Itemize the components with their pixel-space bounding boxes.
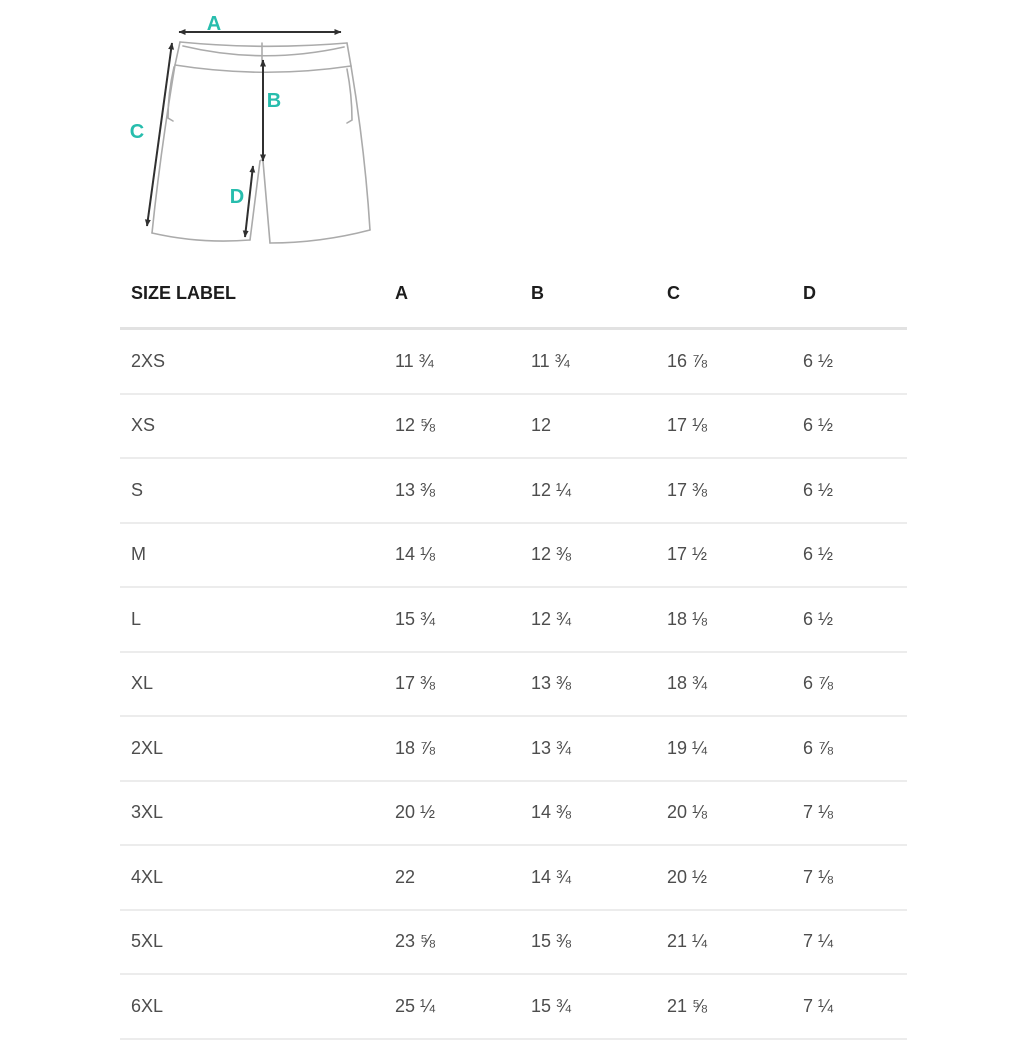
measurement-d-cell: 6 ⅞ (792, 716, 907, 782)
measurement-label-d: D (230, 186, 244, 208)
measurement-a-cell: 23 ⅝ (384, 909, 520, 975)
col-header-d: D (792, 260, 907, 330)
measurement-b-cell: 12 (520, 393, 656, 459)
measurement-b-cell: 13 ¾ (520, 716, 656, 782)
waistband-left-side (174, 41, 181, 66)
measurement-d-cell: 6 ½ (792, 587, 907, 653)
right-inner-leg (262, 160, 271, 244)
measurement-label-a: A (207, 13, 221, 35)
measurement-d-cell: 7 ⅛ (792, 845, 907, 911)
size-label-cell: 4XL (120, 845, 384, 911)
measurement-a-cell: 15 ¾ (384, 587, 520, 653)
measurement-b-cell: 12 ¼ (520, 458, 656, 524)
measurement-label-c: C (130, 121, 144, 143)
measurement-b-cell: 15 ¾ (520, 974, 656, 1040)
size-label-cell: 2XL (120, 716, 384, 782)
measurement-d-cell: 7 ⅛ (792, 780, 907, 846)
measurement-b-cell: 12 ⅜ (520, 522, 656, 588)
measurement-d-cell: 6 ½ (792, 328, 907, 395)
right-hem (269, 229, 371, 244)
measurement-b-cell: 14 ¾ (520, 845, 656, 911)
left-outer-leg (151, 64, 176, 234)
size-label-cell: M (120, 522, 384, 588)
measurement-b-cell: 14 ⅜ (520, 780, 656, 846)
measurement-c-cell: 21 ¼ (656, 909, 792, 975)
measurement-a-cell: 18 ⅞ (384, 716, 520, 782)
size-label-cell: L (120, 587, 384, 653)
measurement-d-cell: 6 ½ (792, 522, 907, 588)
measurement-d-cell: 6 ⅞ (792, 651, 907, 717)
measurement-c-cell: 17 ⅜ (656, 458, 792, 524)
measurement-c-cell: 20 ⅛ (656, 780, 792, 846)
measurement-d-cell: 7 ¼ (792, 974, 907, 1040)
right-outer-leg (350, 65, 371, 231)
waist-inner-rim (182, 45, 345, 57)
measurement-c-cell: 16 ⅞ (656, 328, 792, 395)
measurement-a-cell: 14 ⅛ (384, 522, 520, 588)
col-header-size-label: SIZE LABEL (120, 260, 384, 330)
measurement-b-cell: 13 ⅜ (520, 651, 656, 717)
waistband-right-side (346, 42, 352, 67)
measurement-arrows (144, 29, 342, 238)
shorts-measurement-diagram: A B C D (115, 5, 395, 250)
measurement-c-cell: 19 ¼ (656, 716, 792, 782)
shorts-diagram-svg: A B C D (130, 13, 371, 244)
measurement-d-cell: 7 ¼ (792, 909, 907, 975)
measurement-label-b: B (267, 90, 281, 112)
measurement-c-cell: 20 ½ (656, 845, 792, 911)
col-header-b: B (520, 260, 656, 330)
right-pocket-line (346, 68, 353, 124)
measurement-b-cell: 11 ¾ (520, 328, 656, 395)
measurement-d-cell: 6 ½ (792, 393, 907, 459)
measurement-c-cell: 18 ¾ (656, 651, 792, 717)
size-label-cell: 3XL (120, 780, 384, 846)
waist-outer-rim (179, 41, 348, 48)
size-label-cell: XS (120, 393, 384, 459)
measurement-a-cell: 25 ¼ (384, 974, 520, 1040)
measurement-c-cell: 18 ⅛ (656, 587, 792, 653)
shorts-outline (151, 41, 371, 244)
size-label-cell: XL (120, 651, 384, 717)
measurement-arrow-c-icon (144, 42, 175, 227)
header-row: SIZE LABEL A B C D (120, 260, 907, 330)
size-label-cell: 6XL (120, 974, 384, 1040)
measurement-b-cell: 12 ¾ (520, 587, 656, 653)
measurement-d-cell: 6 ½ (792, 458, 907, 524)
measurement-c-cell: 17 ½ (656, 522, 792, 588)
left-hem (151, 232, 251, 242)
measurement-c-cell: 21 ⅝ (656, 974, 792, 1040)
measurement-a-cell: 17 ⅜ (384, 651, 520, 717)
measurement-a-cell: 20 ½ (384, 780, 520, 846)
measurement-b-cell: 15 ⅜ (520, 909, 656, 975)
col-header-a: A (384, 260, 520, 330)
measurement-a-cell: 13 ⅜ (384, 458, 520, 524)
size-label-cell: S (120, 458, 384, 524)
size-label-cell: 2XS (120, 328, 384, 395)
measurement-a-cell: 22 (384, 845, 520, 911)
measurement-c-cell: 17 ⅛ (656, 393, 792, 459)
measurement-arrow-d-icon (242, 165, 256, 238)
size-label-cell: 5XL (120, 909, 384, 975)
col-header-c: C (656, 260, 792, 330)
measurement-a-cell: 11 ¾ (384, 328, 520, 395)
measurement-a-cell: 12 ⅝ (384, 393, 520, 459)
